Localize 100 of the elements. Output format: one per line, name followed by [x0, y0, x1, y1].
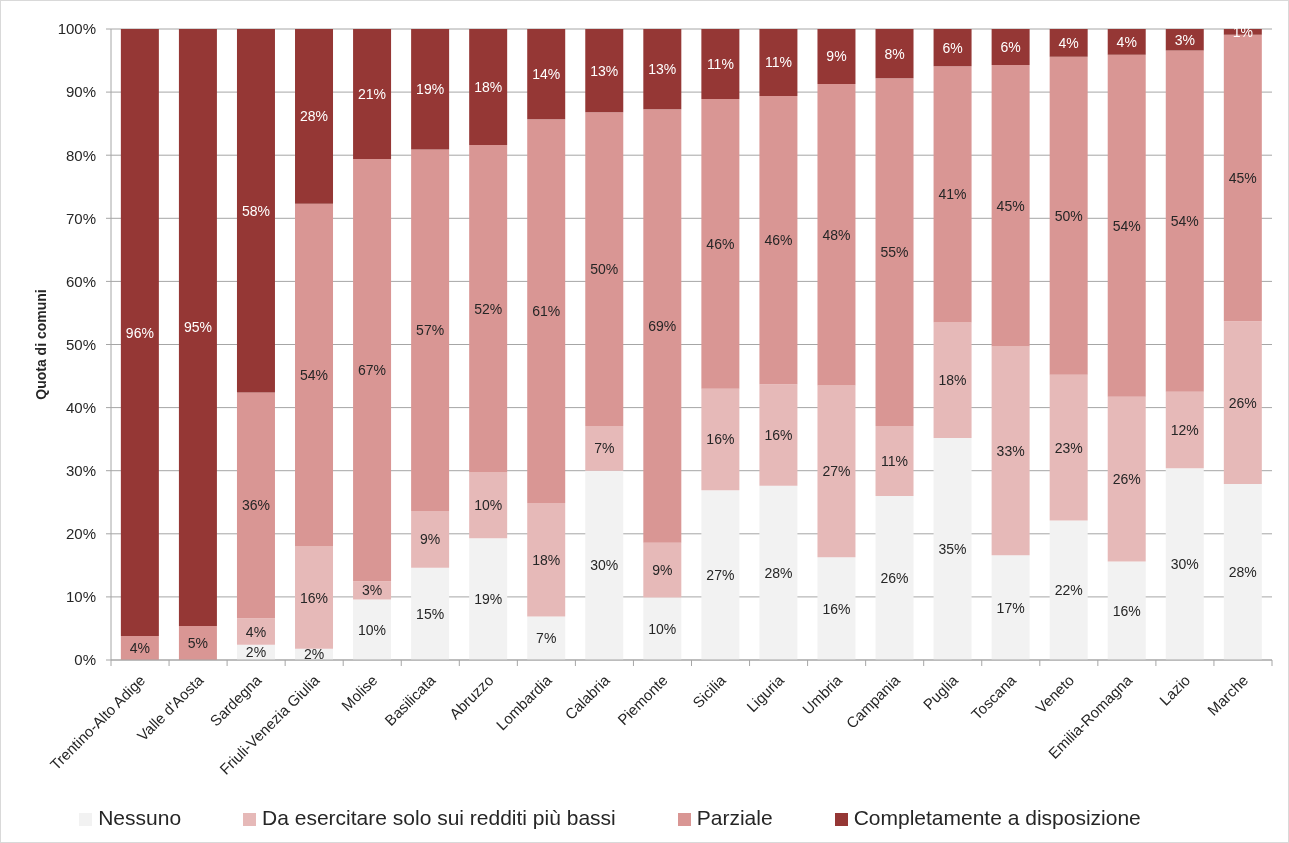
data-label: 33% [996, 442, 1025, 459]
data-label: 16% [706, 431, 735, 448]
bar [178, 29, 217, 626]
data-label: 11% [881, 452, 909, 469]
data-label: 10% [474, 497, 503, 514]
bar [411, 511, 450, 568]
data-label: 7% [536, 630, 557, 647]
data-label: 45% [1228, 169, 1257, 186]
bar [759, 384, 798, 486]
data-label: 50% [1054, 207, 1083, 224]
bar [1049, 374, 1088, 521]
bar [991, 29, 1030, 65]
y-tick-label: 10% [65, 588, 96, 606]
bar [353, 29, 392, 159]
bar [1107, 396, 1146, 562]
y-tick-label: 60% [65, 272, 96, 290]
bar [353, 158, 392, 582]
data-label: 30% [590, 557, 619, 574]
data-label: 3% [361, 582, 383, 599]
data-label: 16% [1112, 602, 1141, 619]
data-label: 10% [648, 620, 677, 637]
data-label: 95% [183, 319, 212, 336]
bar [701, 490, 740, 660]
data-label: 5% [187, 634, 209, 651]
data-label: 4% [1058, 34, 1079, 51]
bar [295, 203, 334, 547]
data-label: 12% [1170, 422, 1199, 438]
bar [701, 99, 740, 389]
bar [817, 385, 856, 558]
bar [875, 495, 914, 660]
bar [353, 599, 392, 660]
bar [991, 64, 1030, 347]
bar [1223, 321, 1262, 484]
bar [643, 109, 682, 543]
data-label: 45% [996, 197, 1025, 214]
bar [1107, 561, 1146, 660]
y-tick-label: 20% [65, 525, 96, 543]
data-label: 8% [884, 45, 905, 62]
bar [527, 29, 566, 120]
y-tick-label: 50% [65, 335, 96, 353]
bar [469, 29, 508, 146]
bar [759, 485, 798, 660]
data-label: 4% [129, 640, 150, 657]
bar [1165, 391, 1204, 469]
bar [1165, 468, 1204, 660]
data-label: 22% [1054, 582, 1083, 599]
bar [759, 29, 798, 96]
data-label: 26% [1228, 394, 1257, 411]
data-label: 35% [938, 540, 967, 557]
bar [875, 425, 914, 496]
bar [469, 538, 508, 660]
bar [295, 29, 334, 204]
data-label: 6% [1000, 38, 1021, 55]
y-tick-label: 80% [65, 146, 96, 164]
data-label: 54% [1170, 213, 1199, 230]
data-label: 4% [245, 623, 267, 640]
y-tick-label: 0% [74, 651, 96, 669]
bar [701, 29, 740, 100]
bar [411, 29, 450, 150]
data-label: 10% [358, 621, 387, 638]
data-label: 61% [532, 303, 561, 320]
data-label: 16% [300, 589, 329, 606]
bar [643, 597, 682, 660]
bar [933, 437, 972, 660]
data-label: 11% [764, 54, 792, 71]
bar [469, 472, 508, 539]
bar [411, 567, 450, 660]
data-label: 30% [1170, 556, 1199, 573]
y-tick-label: 40% [65, 398, 96, 416]
bar [585, 425, 624, 471]
bar [1049, 520, 1088, 660]
bar [701, 388, 740, 491]
data-label: 28% [300, 108, 329, 125]
data-label: 7% [594, 440, 615, 457]
data-label: 28% [764, 564, 793, 581]
data-label: 11% [706, 56, 734, 73]
y-tick-label: 70% [65, 209, 96, 227]
data-label: 19% [474, 591, 503, 608]
data-label: 36% [241, 497, 270, 514]
data-label: 52% [474, 300, 503, 317]
data-label: 21% [358, 85, 387, 102]
bar [817, 29, 856, 84]
bar [875, 78, 914, 426]
data-label: 14% [532, 66, 561, 83]
bar [1165, 50, 1204, 392]
bar [236, 392, 275, 619]
data-label: 6% [942, 39, 963, 56]
data-label: 46% [706, 235, 735, 252]
legend-label: Completamente a disposizione [853, 806, 1141, 829]
data-label: 16% [764, 427, 793, 444]
bar [643, 542, 682, 598]
data-label: 27% [706, 567, 735, 584]
data-label: 50% [590, 261, 619, 278]
y-tick-label: 90% [65, 83, 96, 101]
data-label: 15% [416, 605, 445, 622]
legend-label: Da esercitare solo sui redditi più bassi [262, 806, 616, 829]
bar [585, 112, 624, 426]
data-label: 58% [241, 202, 270, 219]
bar [527, 119, 566, 503]
data-label: 9% [826, 48, 847, 65]
